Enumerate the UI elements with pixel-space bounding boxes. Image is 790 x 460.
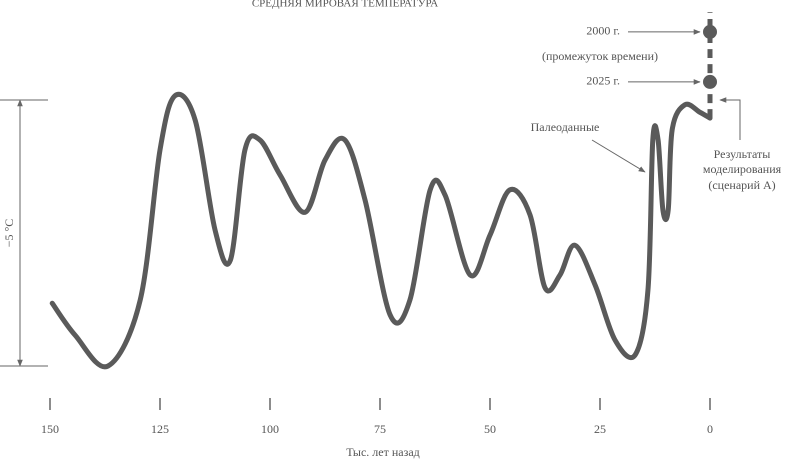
point (703, 24, 717, 39)
x-axis-label: Тыс. лет назад (346, 445, 420, 459)
model-label: Результаты (714, 147, 771, 161)
point-label: 2000 г. (586, 24, 620, 38)
x-tick-label: 100 (261, 422, 279, 436)
model-label: моделирования (703, 162, 782, 176)
point-label: 2025 г. (586, 74, 620, 88)
x-tick-label: 50 (484, 422, 496, 436)
chart-title: СРЕДНЯЯ МИРОВАЯ ТЕМПЕРАТУРА (252, 0, 438, 10)
point (703, 74, 717, 89)
data-line (49, 91, 713, 370)
x-tick-label: 0 (707, 422, 713, 436)
x-tick-label: 125 (151, 422, 169, 436)
points-note: (промежуток времени) (542, 49, 658, 63)
paleo-arrow (591, 139, 646, 173)
model-arrow (719, 97, 741, 140)
paleo-label: Палеоданные (531, 120, 600, 134)
x-tick-label: 75 (374, 422, 386, 436)
x-tick-label: 150 (41, 422, 59, 436)
model-label: (сценарий А) (708, 178, 775, 192)
x-tick-label: 25 (594, 422, 606, 436)
scale-label: −5 °C (2, 219, 16, 248)
